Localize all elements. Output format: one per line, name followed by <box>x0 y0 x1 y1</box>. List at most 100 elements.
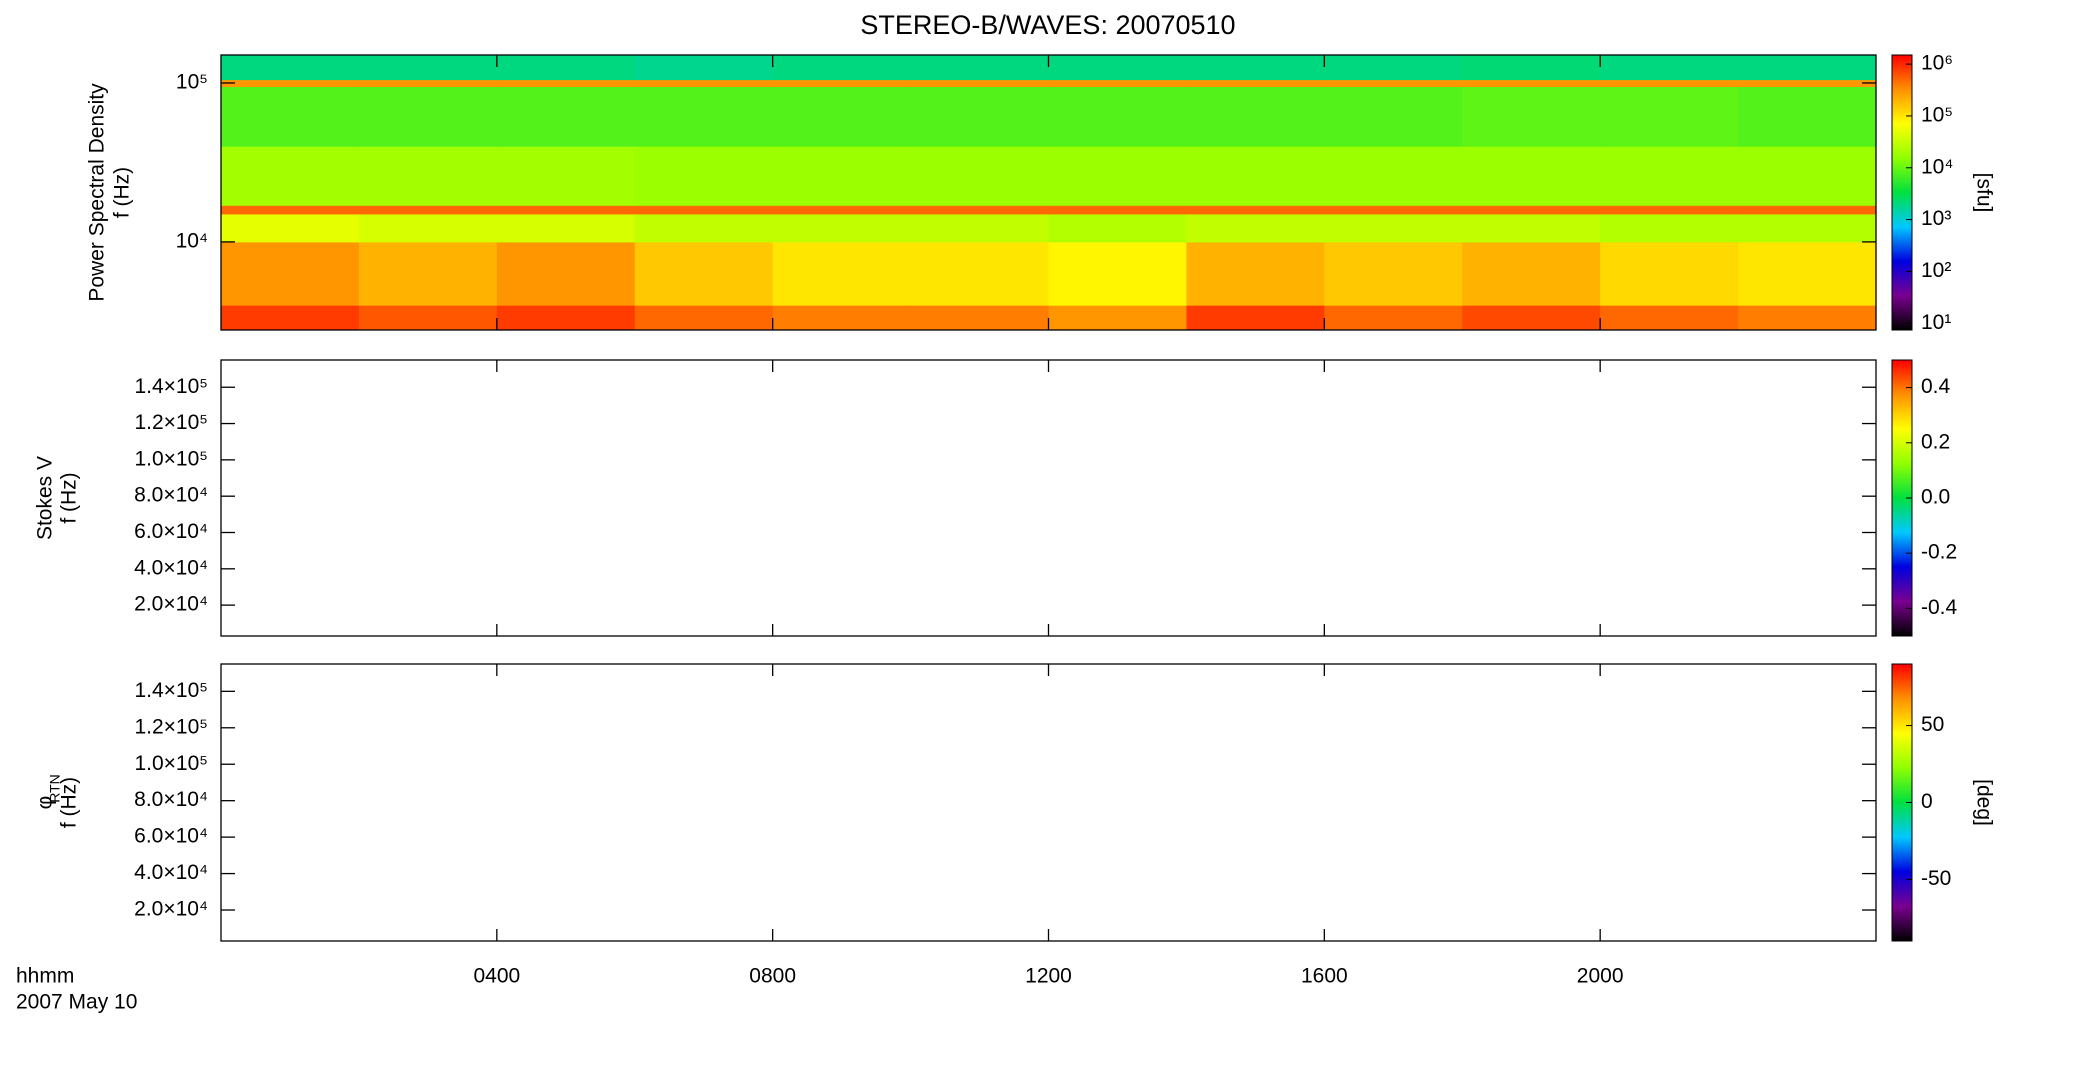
colorbar-tick-label: 0.2 <box>1921 430 1950 453</box>
heatmap-cell <box>496 146 636 206</box>
heatmap-cell <box>634 146 774 206</box>
y-tick-label: 2.0×10⁴ <box>134 593 208 616</box>
heatmap-cell <box>1048 305 1187 331</box>
heatmap-cell <box>1738 79 1877 88</box>
heatmap-cell <box>1600 213 1739 243</box>
heatmap-cell <box>1600 55 1739 81</box>
heatmap-cell <box>1738 55 1877 81</box>
heatmap-cell <box>910 55 1049 81</box>
colorbar-label: [sfu] <box>1972 173 1995 213</box>
heatmap-cell <box>772 205 912 215</box>
x-tick-label: 1600 <box>1301 965 1348 988</box>
y-tick-label: 2.0×10⁴ <box>134 898 208 921</box>
heatmap-cell <box>1324 146 1463 206</box>
heatmap-cell <box>1186 305 1325 331</box>
heatmap-cell <box>496 79 636 88</box>
heatmap-cell <box>634 79 774 88</box>
heatmap-cell <box>1048 55 1187 81</box>
heatmap-cell <box>1048 146 1187 206</box>
heatmap-cell <box>1462 205 1601 215</box>
chart-title: STEREO-B/WAVES: 20070510 <box>860 10 1235 40</box>
heatmap-cell <box>1048 241 1187 306</box>
heatmap-cell <box>1738 146 1877 206</box>
heatmap-cell <box>910 305 1049 331</box>
heatmap-cell <box>772 305 912 331</box>
heatmap-cell <box>1462 305 1601 331</box>
colorbar-tick-label: 10⁶ <box>1921 52 1953 75</box>
heatmap-cell <box>1462 86 1601 147</box>
heatmap-cell <box>358 79 498 88</box>
heatmap-cell <box>910 79 1049 88</box>
heatmap-cell <box>1738 305 1877 331</box>
heatmap-cell <box>772 86 912 147</box>
heatmap-cell <box>1324 305 1463 331</box>
x-tick-label: 0800 <box>749 965 796 988</box>
colorbar <box>1891 54 1913 331</box>
colorbar-tick-label: 0 <box>1921 790 1933 813</box>
colorbar-tick-label: -0.2 <box>1921 541 1957 564</box>
heatmap-cell <box>221 305 360 331</box>
heatmap-cell <box>1186 79 1325 88</box>
x-tick-label: 2000 <box>1577 965 1624 988</box>
heatmap-cell <box>910 213 1049 243</box>
heatmap-cell <box>1462 241 1601 306</box>
heatmap-cell <box>496 86 636 147</box>
heatmap-cell <box>772 55 912 81</box>
heatmap-cell <box>1600 241 1739 306</box>
heatmap-cell <box>634 213 774 243</box>
y-axis-label: f (Hz) <box>58 777 81 828</box>
y-axis-label: Power Spectral Density <box>86 83 109 302</box>
heatmap-cell <box>496 55 636 81</box>
colorbar-tick-label: 50 <box>1921 713 1944 736</box>
y-tick-label: 1.2×10⁵ <box>134 411 208 434</box>
colorbar-tick-label: 0.0 <box>1921 486 1950 509</box>
heatmap-cell <box>1600 205 1739 215</box>
heatmap-cell <box>221 241 360 306</box>
heatmap-cell <box>1324 205 1463 215</box>
heatmap-cell <box>221 79 360 88</box>
y-tick-label: 1.0×10⁵ <box>134 447 208 470</box>
colorbar-tick-label: 10⁴ <box>1921 155 1953 178</box>
heatmap-cell <box>634 241 774 306</box>
heatmap-cell <box>358 213 498 243</box>
y-tick-label: 1.0×10⁵ <box>134 752 208 775</box>
plot-frame <box>220 359 1877 637</box>
y-axis-label: f (Hz) <box>111 167 134 218</box>
colorbar-tick-label: -0.4 <box>1921 596 1958 619</box>
y-tick-label: 4.0×10⁴ <box>134 861 208 884</box>
heatmap-cell <box>772 241 912 306</box>
heatmap-cell <box>1186 86 1325 147</box>
heatmap-cell <box>358 86 498 147</box>
heatmap-cell <box>496 213 636 243</box>
heatmap-cell <box>496 205 636 215</box>
heatmap-cell <box>634 55 774 81</box>
x-axis-label: hhmm <box>16 965 74 988</box>
heatmap-cell <box>910 146 1049 206</box>
colorbar-tick-label: 0.4 <box>1921 375 1951 398</box>
colorbar-label: [deg] <box>1972 779 1995 826</box>
heatmap-cell <box>496 305 636 331</box>
heatmap-cell <box>910 86 1049 147</box>
heatmap-cell <box>1324 213 1463 243</box>
heatmap-cell <box>221 55 360 81</box>
heatmap-cell <box>1186 146 1325 206</box>
heatmap-cell <box>1186 213 1325 243</box>
y-tick-label: 10⁴ <box>176 229 208 252</box>
heatmap-cell <box>1738 205 1877 215</box>
heatmap-cell <box>1462 55 1601 81</box>
heatmap-cell <box>221 205 360 215</box>
y-tick-label: 6.0×10⁴ <box>134 825 208 848</box>
heatmap-cell <box>1324 55 1463 81</box>
heatmap-cell <box>1186 205 1325 215</box>
heatmap-cell <box>1462 79 1601 88</box>
y-tick-label: 4.0×10⁴ <box>134 556 208 579</box>
heatmap-cell <box>358 305 498 331</box>
heatmap-cell <box>634 205 774 215</box>
heatmap-cell <box>1324 86 1463 147</box>
heatmap-cell <box>1048 86 1187 147</box>
heatmap-cell <box>1048 205 1187 215</box>
heatmap-cell <box>1186 241 1325 306</box>
heatmap-cell <box>1048 79 1187 88</box>
y-tick-label: 1.4×10⁵ <box>134 375 208 398</box>
colorbar-tick-label: 10¹ <box>1921 311 1951 334</box>
